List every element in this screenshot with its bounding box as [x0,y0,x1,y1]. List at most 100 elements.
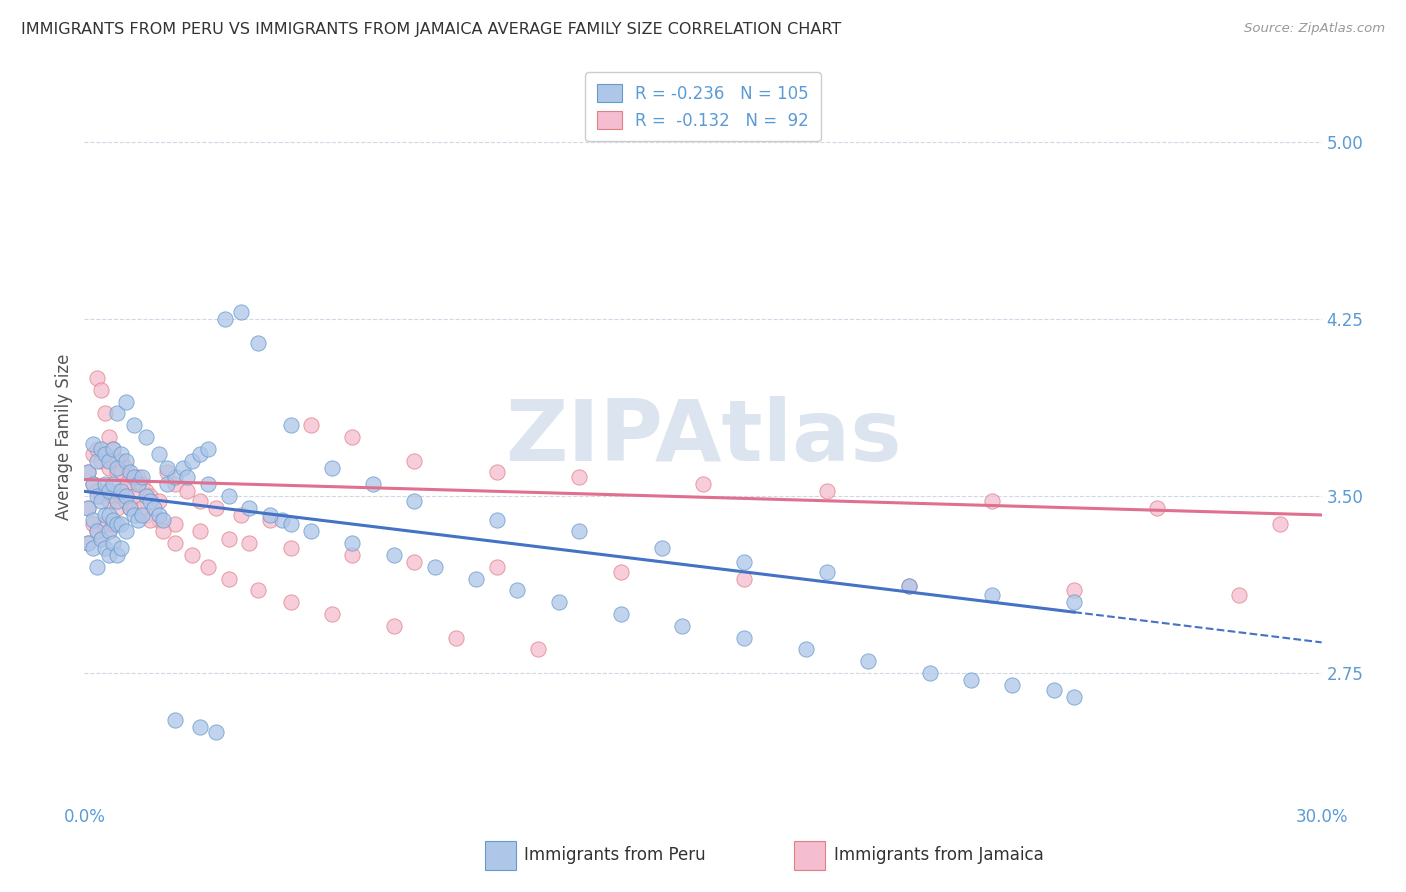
Point [856,654,879,668]
Point [110,484,132,499]
Point [131,508,153,522]
Text: Immigrants from Peru: Immigrants from Peru [524,847,706,864]
Point [114,524,136,539]
Point [321,607,343,621]
Point [105,548,128,562]
Point [94,407,117,421]
Point [86,442,108,456]
Point [342,430,364,444]
Point [361,477,384,491]
Point [86,484,108,499]
Point [110,517,132,532]
Legend: R = -0.236   N = 105, R =  -0.132   N =  92: R = -0.236 N = 105, R = -0.132 N = 92 [585,72,821,141]
Point [103,453,125,467]
Point [90,453,112,467]
Point [110,447,132,461]
Point [1042,682,1064,697]
Point [165,517,187,532]
Point [77,500,100,515]
Text: ZIPAtlas: ZIPAtlas [505,395,901,479]
Point [259,513,281,527]
Point [547,595,569,609]
Point [127,477,149,491]
Point [180,548,202,562]
Point [90,532,112,546]
Point [103,489,125,503]
Point [103,517,125,532]
Point [82,517,104,532]
Point [110,466,132,480]
Point [229,305,252,319]
Point [98,508,121,522]
Point [114,489,136,503]
Text: IMMIGRANTS FROM PERU VS IMMIGRANTS FROM JAMAICA AVERAGE FAMILY SIZE CORRELATION : IMMIGRANTS FROM PERU VS IMMIGRANTS FROM … [21,22,841,37]
Point [86,559,108,574]
Point [98,548,121,562]
Point [609,607,631,621]
Point [90,532,112,546]
Point [165,470,187,484]
Point [105,460,128,475]
Point [382,619,405,633]
Point [86,453,108,467]
Point [110,541,132,555]
Point [423,559,446,574]
Point [815,484,838,499]
Point [651,541,673,555]
Point [404,555,426,569]
Point [127,513,149,527]
Point [733,631,755,645]
Point [176,484,198,499]
Point [118,500,141,515]
Point [118,500,141,515]
Point [131,500,153,515]
Point [404,493,426,508]
Point [98,430,121,444]
Point [1227,588,1250,602]
Point [1063,690,1085,704]
Point [148,513,170,527]
Point [143,500,166,515]
Point [82,437,104,451]
Point [918,666,941,681]
Point [105,517,128,532]
Point [733,572,755,586]
Point [342,548,364,562]
Point [94,508,117,522]
Point [205,500,228,515]
Point [165,713,187,727]
Point [148,447,170,461]
Point [98,524,121,539]
Point [238,536,260,550]
Point [82,477,104,491]
Point [122,477,145,491]
Point [94,541,117,555]
Point [1063,583,1085,598]
Point [114,493,136,508]
Point [135,430,157,444]
Point [148,493,170,508]
Point [105,500,128,515]
Point [127,470,149,484]
Point [980,588,1002,602]
Point [77,466,100,480]
Point [733,555,755,569]
Point [110,453,132,467]
Point [280,517,302,532]
Point [246,583,269,598]
Point [1270,517,1292,532]
Point [485,513,508,527]
Point [205,725,228,739]
Point [98,460,121,475]
Point [176,470,198,484]
Point [960,673,983,687]
Point [118,466,141,480]
Point [299,418,322,433]
Point [77,500,100,515]
Point [188,720,211,734]
Point [218,572,240,586]
Point [122,500,145,515]
Point [82,541,104,555]
Point [122,470,145,484]
Text: Source: ZipAtlas.com: Source: ZipAtlas.com [1244,22,1385,36]
